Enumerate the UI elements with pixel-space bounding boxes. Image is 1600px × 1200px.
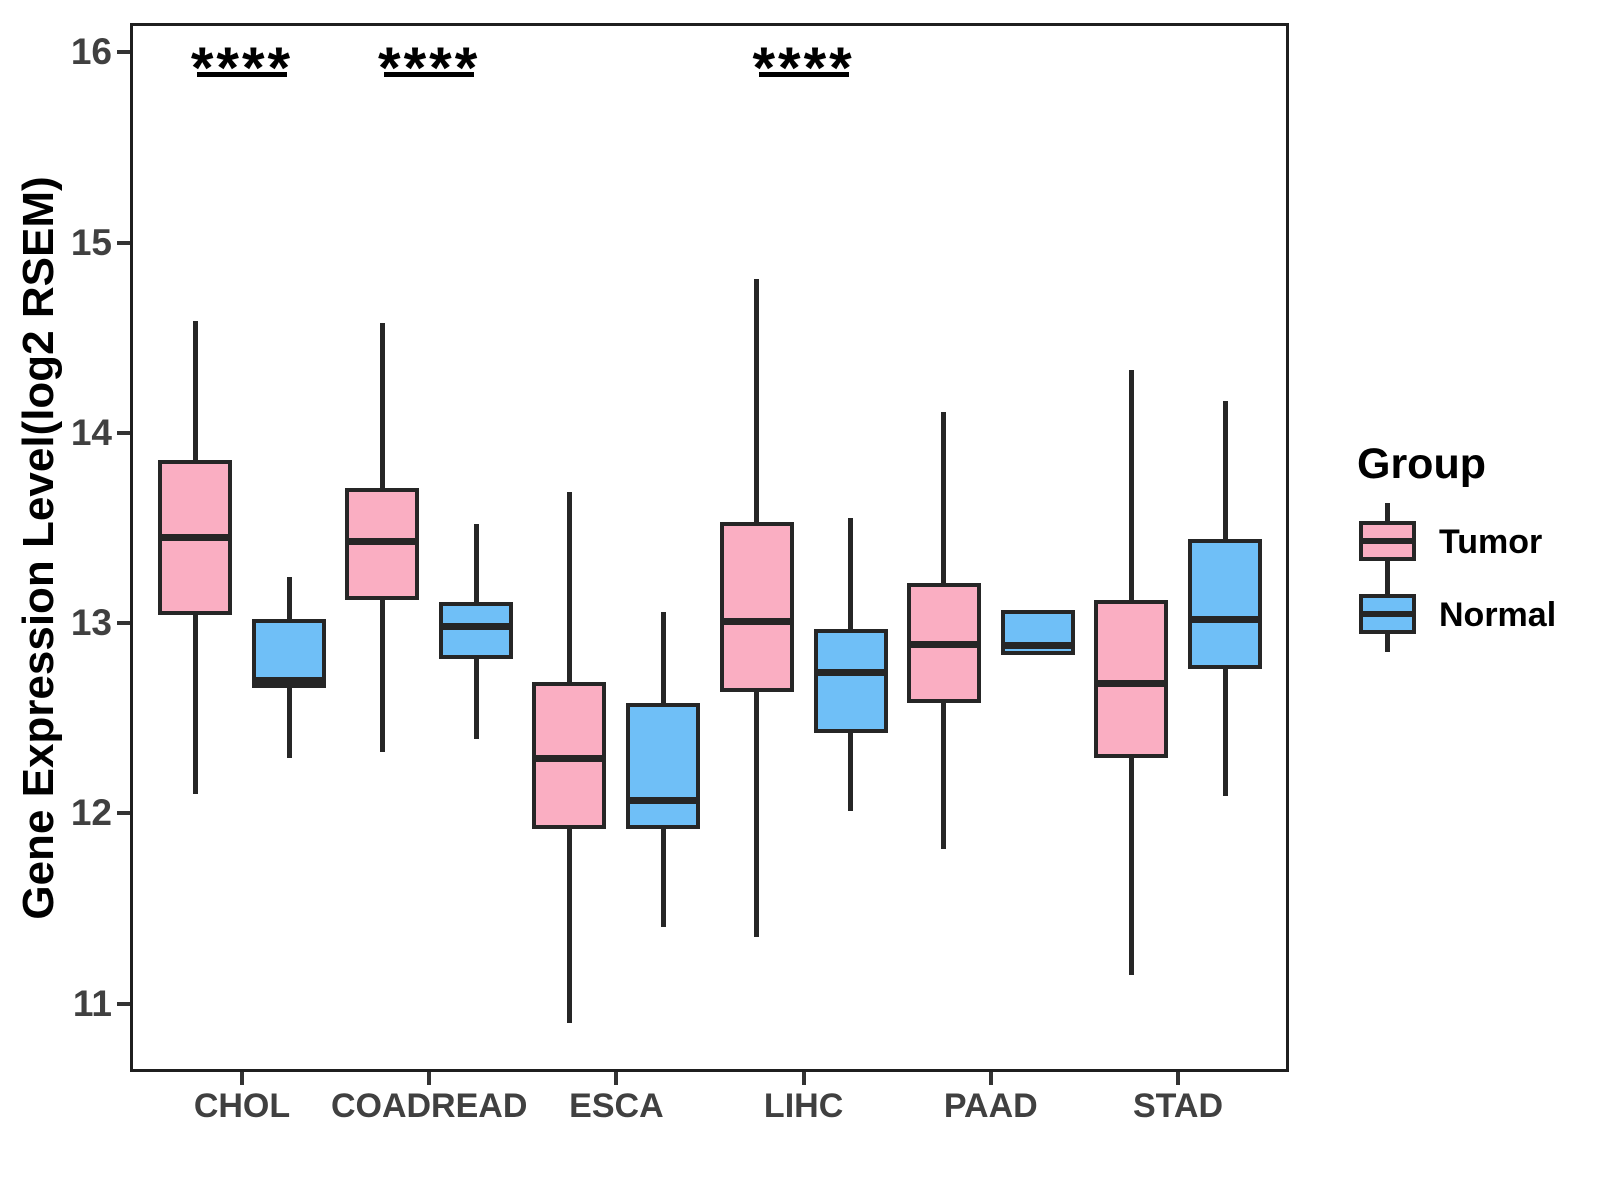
median-normal-STAD xyxy=(1188,615,1262,623)
x-tick-mark xyxy=(1176,1072,1180,1085)
median-normal-ESCA xyxy=(626,796,701,804)
x-tick-label: CHOL xyxy=(193,1087,291,1125)
median-tumor-LIHC xyxy=(719,617,794,625)
legend-label-normal: Normal xyxy=(1439,596,1557,634)
upper-whisker-normal-LIHC xyxy=(848,518,854,629)
median-tumor-CHOL xyxy=(158,534,232,541)
normal-boxplot-key-icon xyxy=(1357,576,1417,652)
y-tick-mark xyxy=(117,50,130,55)
x-tick-label: COADREAD xyxy=(330,1087,528,1125)
significance-stars-CHOL: **** xyxy=(190,36,294,101)
lower-whisker-tumor-LIHC xyxy=(754,691,760,937)
x-tick-label: LIHC xyxy=(763,1087,844,1125)
significance-bar-LIHC xyxy=(758,72,849,77)
x-tick-label: ESCA xyxy=(569,1087,664,1125)
plot-panel xyxy=(130,23,1289,1072)
median-tumor-PAAD xyxy=(906,640,981,648)
box-normal-ESCA xyxy=(626,702,701,829)
y-tick-mark xyxy=(117,621,130,626)
median-normal-PAAD xyxy=(1000,642,1075,650)
significance-stars-LIHC: **** xyxy=(752,36,855,101)
upper-whisker-normal-COADREAD xyxy=(473,524,479,603)
upper-whisker-tumor-PAAD xyxy=(941,411,947,584)
box-normal-COADREAD xyxy=(439,602,514,660)
median-normal-COADREAD xyxy=(439,623,514,631)
y-tick-label: 11 xyxy=(72,982,112,1024)
legend-item-tumor: Tumor xyxy=(1357,503,1590,579)
lower-whisker-normal-LIHC xyxy=(848,733,854,812)
lower-whisker-tumor-ESCA xyxy=(566,828,572,1023)
y-tick-label: 14 xyxy=(70,411,112,453)
x-tick-label: PAAD xyxy=(943,1087,1038,1125)
upper-whisker-tumor-CHOL xyxy=(192,320,198,460)
y-tick-mark xyxy=(117,1001,130,1006)
box-tumor-STAD xyxy=(1094,600,1168,759)
x-tick-mark xyxy=(801,1072,806,1085)
lower-whisker-tumor-COADREAD xyxy=(379,600,385,753)
y-tick-label: 15 xyxy=(70,221,112,263)
lower-whisker-normal-CHOL xyxy=(286,687,292,759)
significance-stars-COADREAD: **** xyxy=(378,36,481,101)
legend-title: Group xyxy=(1357,440,1486,488)
box-tumor-LIHC xyxy=(719,522,794,692)
significance-bar-COADREAD xyxy=(384,72,475,77)
upper-whisker-normal-STAD xyxy=(1222,400,1228,540)
upper-whisker-tumor-COADREAD xyxy=(379,322,385,489)
x-tick-mark xyxy=(427,1072,432,1085)
y-tick-label: 12 xyxy=(70,792,112,834)
upper-whisker-normal-ESCA xyxy=(660,611,666,703)
legend-label-tumor: Tumor xyxy=(1439,523,1543,561)
median-normal-CHOL xyxy=(252,676,326,684)
median-tumor-COADREAD xyxy=(345,537,420,545)
box-normal-STAD xyxy=(1188,539,1262,669)
y-tick-mark xyxy=(117,430,130,435)
legend-item-normal: Normal xyxy=(1357,576,1590,652)
lower-whisker-tumor-STAD xyxy=(1128,758,1134,975)
y-tick-mark xyxy=(117,240,130,245)
significance-bar-CHOL xyxy=(197,72,287,77)
median-normal-LIHC xyxy=(813,669,888,677)
lower-whisker-normal-ESCA xyxy=(660,828,666,928)
box-normal-LIHC xyxy=(813,628,888,734)
x-tick-mark xyxy=(240,1072,244,1085)
y-axis-title: Gene Expression Level(log2 RSEM) xyxy=(14,176,63,920)
box-normal-CHOL xyxy=(252,619,326,688)
upper-whisker-tumor-LIHC xyxy=(754,278,760,523)
tumor-boxplot-key-icon xyxy=(1357,503,1417,579)
median-tumor-ESCA xyxy=(532,754,607,762)
y-tick-mark xyxy=(117,811,130,816)
upper-whisker-tumor-STAD xyxy=(1128,370,1134,601)
lower-whisker-normal-STAD xyxy=(1222,668,1228,797)
x-tick-label: STAD xyxy=(1132,1087,1224,1125)
lower-whisker-tumor-PAAD xyxy=(941,702,947,850)
y-tick-label: 13 xyxy=(70,602,112,644)
median-tumor-STAD xyxy=(1094,680,1168,688)
x-tick-mark xyxy=(988,1072,993,1085)
x-tick-mark xyxy=(614,1072,619,1085)
upper-whisker-normal-CHOL xyxy=(286,577,292,620)
lower-whisker-normal-COADREAD xyxy=(473,659,479,740)
upper-whisker-tumor-ESCA xyxy=(566,491,572,683)
lower-whisker-tumor-CHOL xyxy=(192,615,198,795)
y-tick-label: 16 xyxy=(70,31,112,73)
